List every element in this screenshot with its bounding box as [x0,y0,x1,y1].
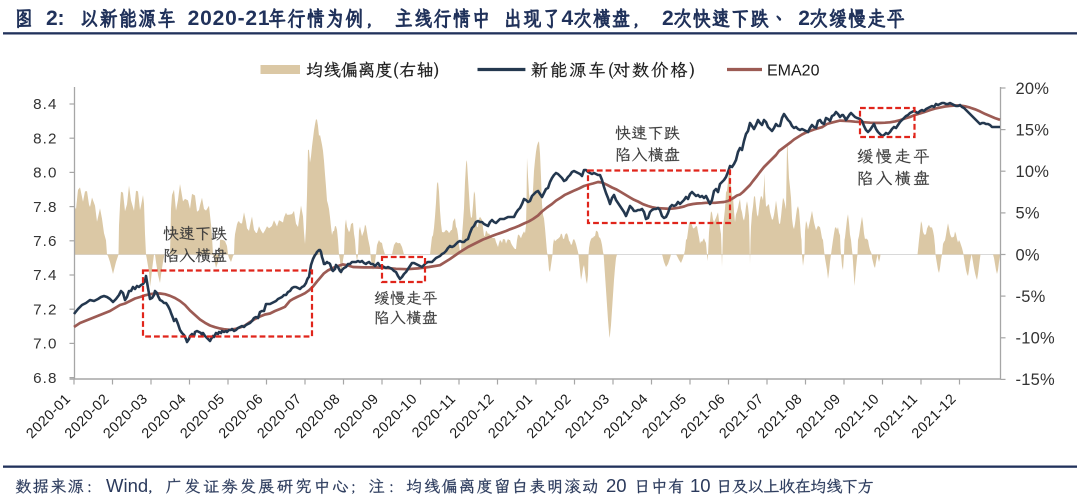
svg-text:8.2: 8.2 [33,130,57,147]
svg-text:7.0: 7.0 [33,336,57,353]
svg-text:Wind: Wind [106,475,148,496]
svg-text:8.0: 8.0 [33,165,57,182]
svg-text:2:: 2: [46,7,65,30]
svg-text:2020-21: 2020-21 [188,7,270,30]
svg-text:15%: 15% [1016,121,1050,139]
svg-text:2: 2 [798,7,810,30]
svg-text:5%: 5% [1016,205,1040,223]
svg-text:-10%: -10% [1016,330,1055,348]
svg-text:2: 2 [662,7,674,30]
svg-text:7.2: 7.2 [33,301,57,318]
svg-text:7.4: 7.4 [33,267,57,284]
svg-text:7.8: 7.8 [33,199,57,216]
svg-text:0%: 0% [1016,246,1040,264]
svg-text:EMA20: EMA20 [767,63,820,80]
svg-text:10%: 10% [1016,163,1050,181]
svg-text:20: 20 [606,475,627,496]
svg-text:4: 4 [562,7,574,30]
svg-text:-5%: -5% [1016,288,1046,306]
svg-text:6.8: 6.8 [33,370,57,387]
svg-text:7.6: 7.6 [33,233,57,250]
svg-text:-15%: -15% [1016,371,1055,389]
svg-text:8.4: 8.4 [33,96,57,113]
svg-text:20%: 20% [1016,80,1050,98]
svg-text:10: 10 [690,475,711,496]
